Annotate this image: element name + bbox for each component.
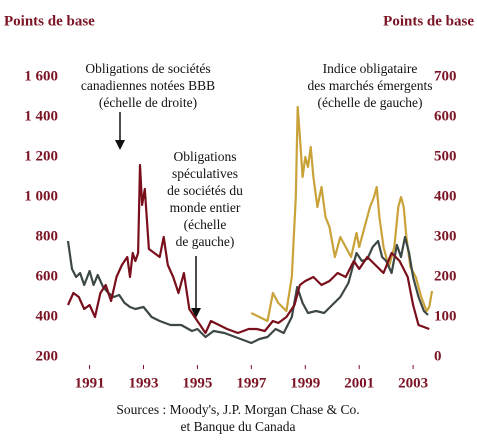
y-axis-label: Points de base — [4, 13, 95, 29]
annotation: (échelle de droite) — [99, 95, 197, 110]
source: et Banque du Canada — [180, 419, 295, 434]
y-tick-label: 1 200 — [24, 148, 58, 164]
y2-tick-label: 600 — [434, 108, 457, 124]
x-tick-label: 1999 — [290, 375, 320, 391]
annotation: (échelle — [184, 217, 227, 232]
arrow-head — [115, 140, 125, 150]
y-tick-label: 1 400 — [24, 108, 58, 124]
annotation: de gauche) — [176, 234, 235, 249]
x-tick-label: 1995 — [182, 375, 212, 391]
x-tick-label: 2001 — [344, 375, 374, 391]
y2-tick-label: 200 — [434, 268, 457, 284]
y2-tick-label: 300 — [434, 228, 457, 244]
annotation: spéculatives — [172, 166, 238, 181]
y2-tick-label: 700 — [434, 68, 457, 84]
x-tick-label: 1991 — [75, 375, 105, 391]
y-tick-label: 800 — [36, 228, 59, 244]
annotation: canadiennes notées BBB — [81, 78, 215, 93]
y2-axis-label: Points de base — [383, 13, 474, 29]
arrow-head — [191, 308, 201, 318]
annotation-arrows — [115, 112, 201, 318]
y2-tick-label: 100 — [434, 308, 457, 324]
annotation: Obligations de sociétés — [85, 61, 210, 76]
y-tick-label: 400 — [36, 308, 59, 324]
series-line — [250, 105, 434, 323]
annotation: Indice obligataire — [323, 61, 418, 76]
annotation: (échelle de gauche) — [318, 95, 423, 110]
annotation: des marchés émergents — [308, 78, 433, 93]
annotation: monde entier — [170, 200, 241, 215]
annotation: Obligations — [174, 149, 237, 164]
y-tick-label: 1 000 — [24, 188, 58, 204]
y-tick-label: 200 — [36, 348, 59, 364]
series-line — [66, 235, 429, 345]
y2-tick-label: 500 — [434, 148, 457, 164]
y2-tick-label: 400 — [434, 188, 457, 204]
annotation: de sociétés du — [167, 183, 243, 198]
y-tick-label: 1 600 — [24, 68, 58, 84]
x-tick-label: 1997 — [236, 375, 267, 391]
y2-tick-label: 0 — [434, 348, 442, 364]
x-tick-label: 1993 — [128, 375, 158, 391]
y-tick-label: 600 — [36, 268, 59, 284]
x-tick-label: 2003 — [398, 375, 428, 391]
source: Sources : Moody's, J.P. Morgan Chase & C… — [116, 402, 359, 417]
series-line — [66, 163, 430, 335]
